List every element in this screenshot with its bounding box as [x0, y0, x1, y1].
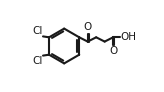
Text: Cl: Cl [32, 56, 43, 66]
Text: Cl: Cl [32, 26, 43, 36]
Text: OH: OH [120, 32, 136, 42]
Text: O: O [109, 46, 117, 56]
Text: O: O [84, 22, 92, 32]
